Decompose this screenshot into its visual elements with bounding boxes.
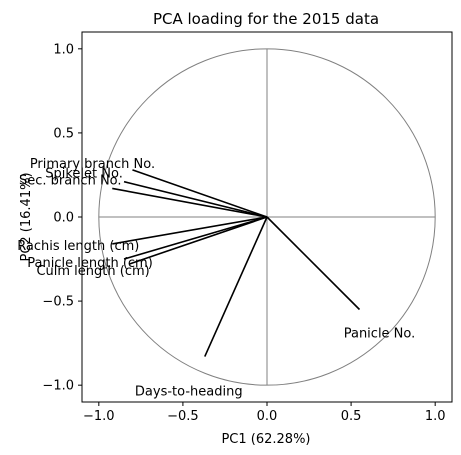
loading-vector xyxy=(204,216,268,357)
x-axis-ticks: −1.0 −0.5 0.0 0.5 1.0 xyxy=(83,402,446,424)
loading-label: Panicle No. xyxy=(344,327,416,342)
loading-label: Primary branch No. xyxy=(30,157,155,172)
loading-label: Sec. branch No. xyxy=(19,173,122,188)
loading-vector xyxy=(132,169,268,218)
chart-title: PCA loading for the 2015 data xyxy=(153,10,379,28)
loading-vector xyxy=(128,216,268,265)
y-axis-ticks: −1.0 −0.5 0.0 0.5 1.0 xyxy=(42,42,82,394)
y-tick-label: 0.0 xyxy=(53,211,74,226)
loading-label: Rachis length (cm) xyxy=(17,239,139,254)
loading-label: Days-to-heading xyxy=(135,385,243,400)
loading-vector xyxy=(112,216,268,245)
loading-label: Culm length (cm) xyxy=(36,264,149,279)
y-tick-label: −1.0 xyxy=(42,379,74,394)
x-axis-label: PC1 (62.28%) xyxy=(221,432,310,447)
loading-label: Spikelet No. xyxy=(45,167,123,182)
loading-vector xyxy=(266,216,361,311)
x-tick-label: −1.0 xyxy=(83,409,115,424)
loading-vector xyxy=(123,216,268,260)
x-tick-label: 1.0 xyxy=(425,409,446,424)
y-tick-label: 1.0 xyxy=(53,42,74,57)
x-tick-label: −0.5 xyxy=(167,409,199,424)
y-tick-label: 0.5 xyxy=(53,126,74,141)
loading-vector xyxy=(123,180,268,218)
plot-area: Primary branch No.Spikelet No.Sec. branc… xyxy=(17,48,436,400)
y-tick-label: −0.5 xyxy=(42,295,74,310)
loading-vector xyxy=(112,187,268,218)
x-tick-label: 0.5 xyxy=(341,409,362,424)
x-tick-label: 0.0 xyxy=(257,409,278,424)
loading-label: Panicle length (cm) xyxy=(27,256,153,271)
y-axis-label: PC2 (16.41%) xyxy=(19,172,34,261)
